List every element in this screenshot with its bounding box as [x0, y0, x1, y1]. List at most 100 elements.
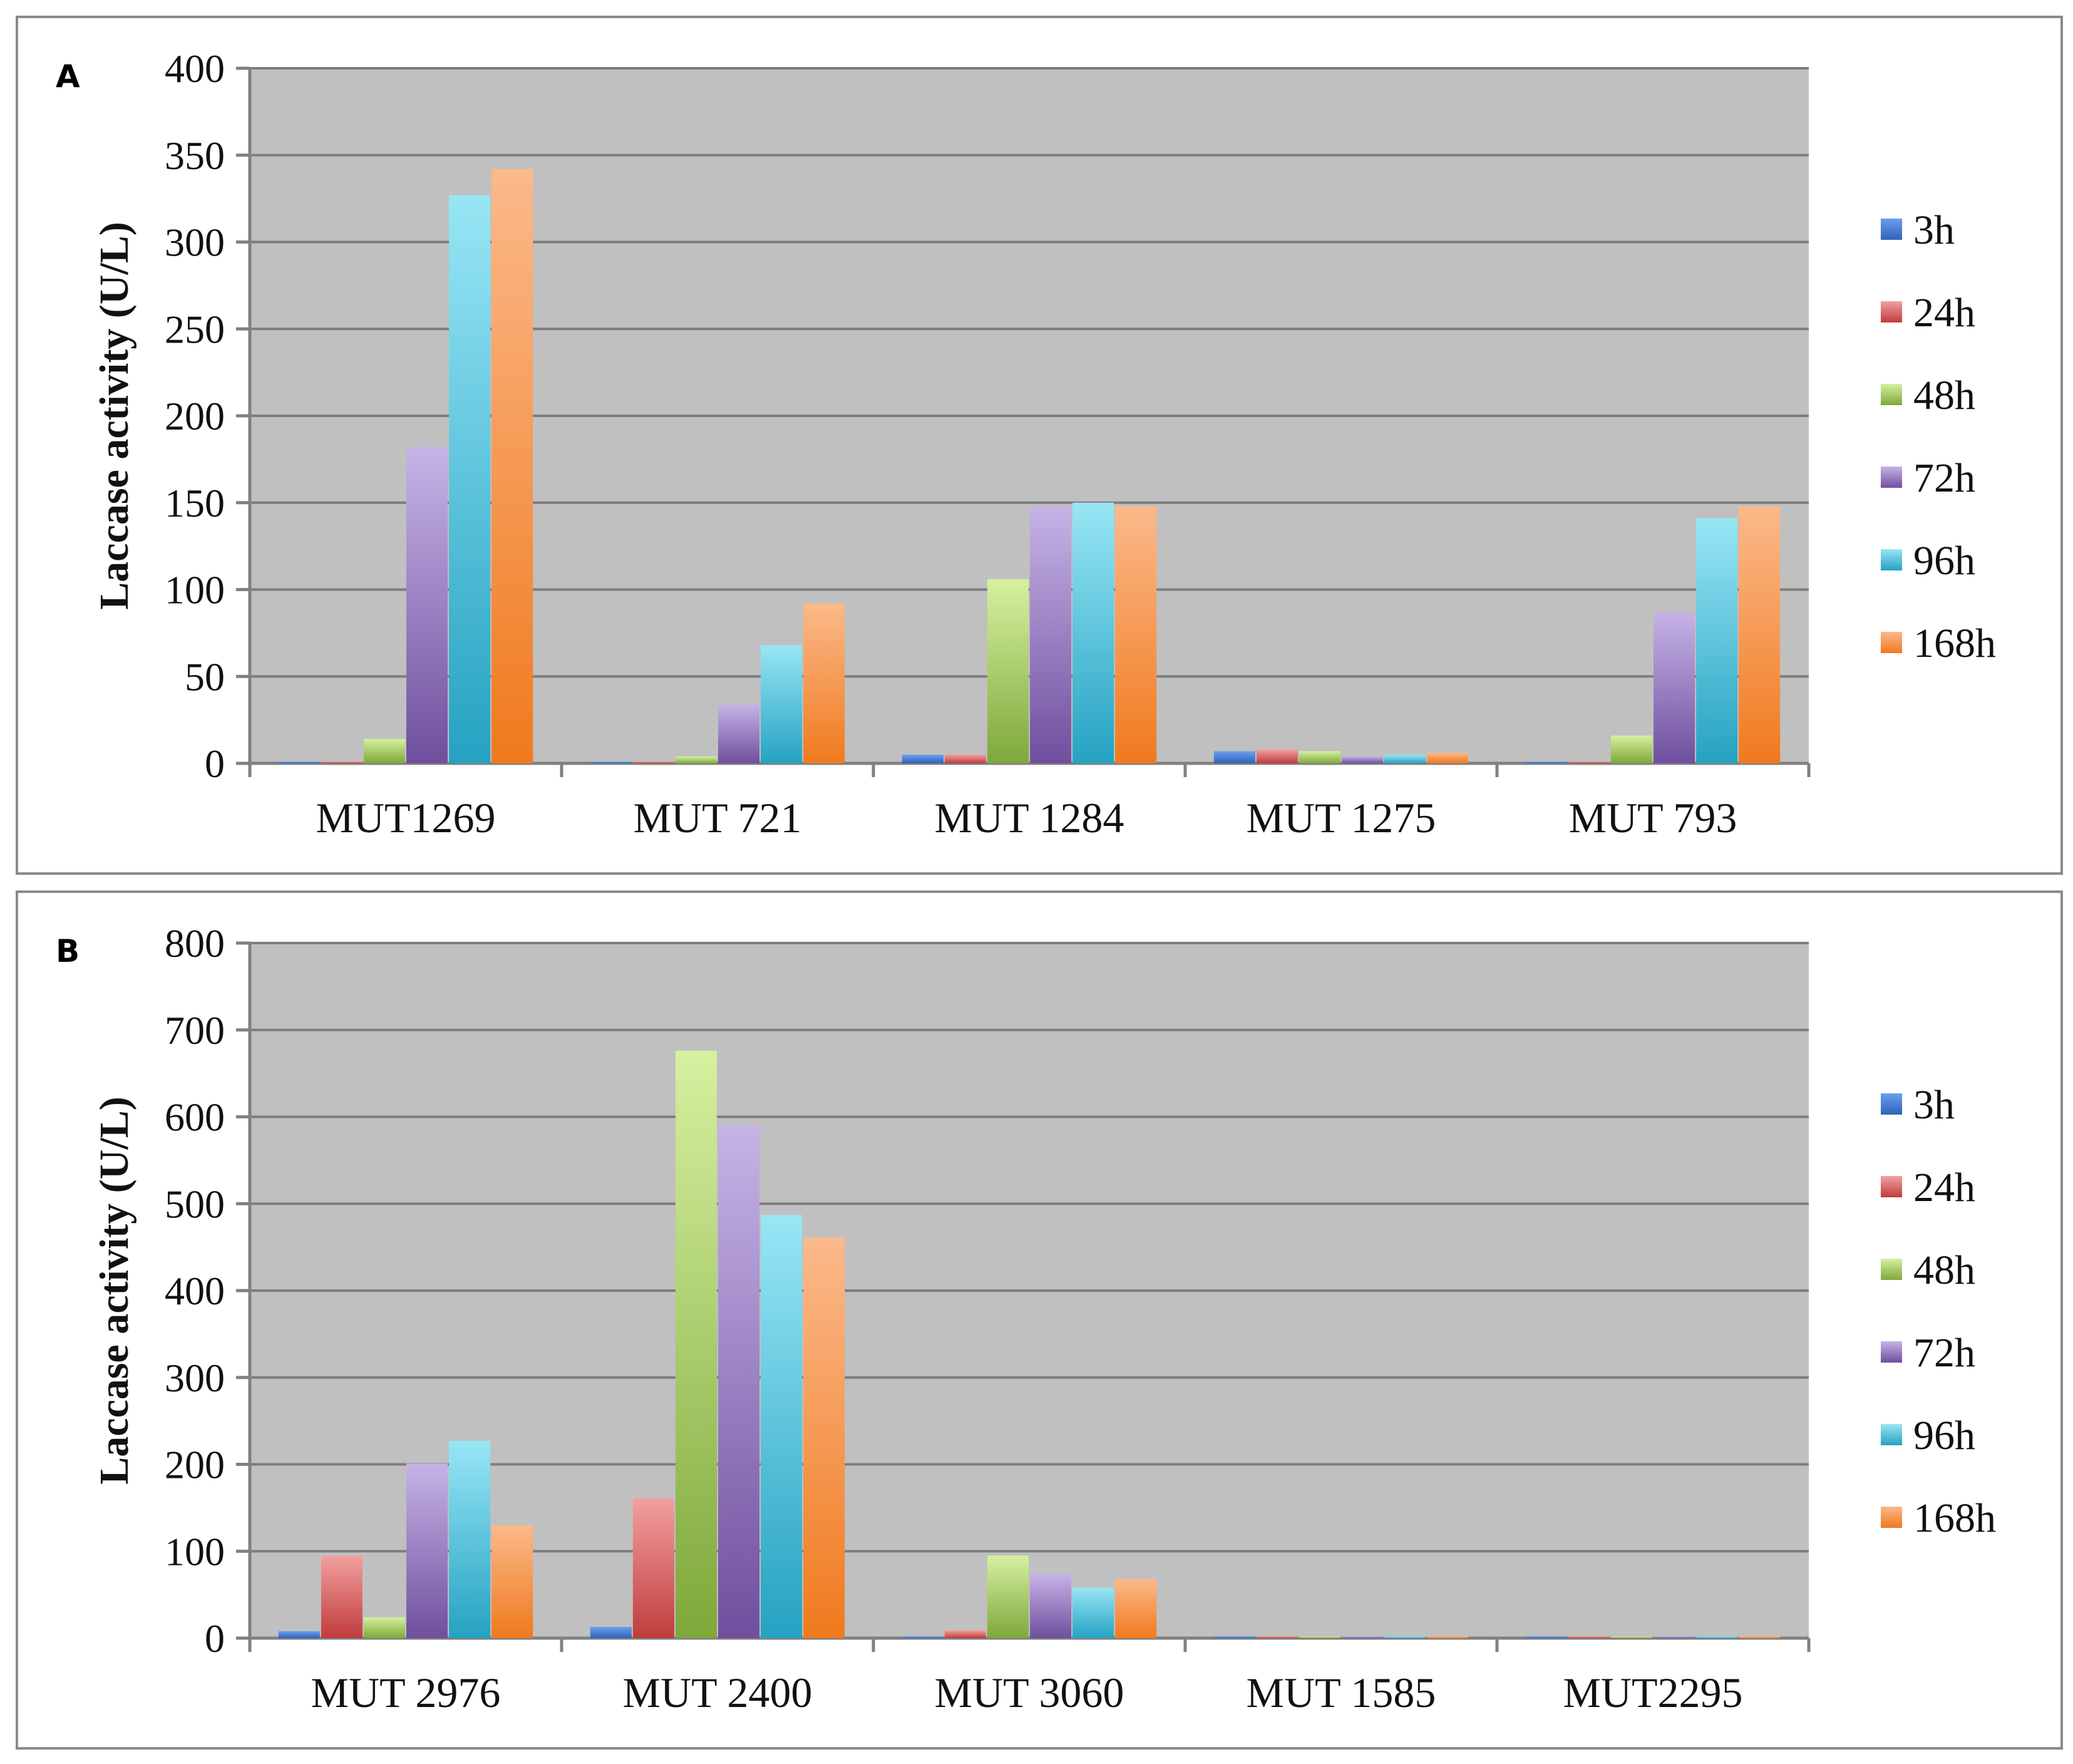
bar-96h-mut1284 [1073, 502, 1114, 763]
y-tick-label: 0 [205, 1616, 225, 1661]
x-category-label: MUT 721 [634, 794, 802, 842]
y-tick-label: 150 [165, 481, 225, 525]
chart-a-svg: 0 50 100 150 200 250 300 350 400 MUT1269 MUT 721 MU… [56, 46, 1996, 842]
bar-48h-mut2400 [675, 1051, 717, 1638]
legend-label-72h: 72h [1913, 455, 1975, 501]
y-tick-label: 300 [165, 1356, 225, 1400]
bar-72h-mut1275 [1342, 756, 1384, 763]
legend-swatch-48h [1881, 384, 1902, 405]
panel-letter: B [56, 933, 80, 969]
y-axis-title: Laccase activity (U/L) [91, 222, 137, 610]
legend-swatch-48h [1881, 1259, 1902, 1280]
bar-72h-mut1269 [406, 446, 448, 763]
y-tick-label: 350 [165, 133, 225, 178]
x-category-label: MUT 2976 [311, 1669, 501, 1716]
legend-label-168h: 168h [1913, 1495, 1996, 1541]
bar-3h-mut721 [590, 761, 632, 763]
bar-72h-mut793 [1654, 612, 1695, 763]
legend-swatch-24h [1881, 301, 1902, 322]
y-tick-label: 300 [165, 220, 225, 265]
legend-swatch-72h [1881, 467, 1902, 488]
bar-168h-mut3060 [1115, 1579, 1157, 1638]
bar-3h-mut2295 [1525, 1636, 1567, 1638]
legend-label-96h: 96h [1913, 538, 1975, 584]
legend-label-24h: 24h [1913, 290, 1975, 336]
y-tick-label: 200 [165, 1443, 225, 1487]
x-category-label: MUT 1284 [935, 794, 1124, 842]
bar-168h-mut2400 [803, 1237, 845, 1638]
legend-swatch-96h [1881, 1424, 1902, 1445]
x-category-label: MUT 793 [1569, 794, 1737, 842]
bar-3h-mut1284 [902, 755, 944, 763]
x-category-label: MUT 1585 [1247, 1669, 1436, 1716]
legend-swatch-72h [1881, 1341, 1902, 1363]
x-category-label: MUT 3060 [935, 1669, 1124, 1716]
bar-48h-mut1269 [363, 739, 405, 763]
bar-24h-mut721 [632, 761, 674, 763]
panel-letter: A [56, 58, 80, 95]
bar-96h-mut2400 [761, 1215, 803, 1638]
bar-72h-mut1284 [1030, 506, 1072, 763]
y-tick-label: 100 [165, 1529, 225, 1574]
bar-3h-mut1585 [1213, 1636, 1255, 1638]
legend-swatch-96h [1881, 549, 1902, 570]
legend-label-24h: 24h [1913, 1165, 1975, 1210]
bar-48h-mut1284 [987, 579, 1029, 763]
bar-168h-mut2295 [1739, 1636, 1781, 1638]
bar-72h-mut2976 [406, 1463, 448, 1638]
bar-96h-mut3060 [1073, 1587, 1114, 1638]
y-axis-title: Laccase activity (U/L) [91, 1096, 137, 1485]
y-tick-label: 600 [165, 1095, 225, 1140]
legend-swatch-3h [1881, 219, 1902, 240]
y-tick-label: 0 [205, 741, 225, 786]
bar-3h-mut2976 [278, 1631, 320, 1638]
bar-24h-mut3060 [944, 1630, 986, 1638]
bar-96h-mut1585 [1384, 1636, 1426, 1638]
bar-3h-mut1275 [1213, 751, 1255, 763]
y-tick-label: 250 [165, 307, 225, 351]
bar-24h-mut2295 [1568, 1636, 1610, 1638]
x-category-label: MUT2295 [1563, 1669, 1742, 1716]
bar-72h-mut3060 [1030, 1574, 1072, 1638]
bar-72h-mut2400 [718, 1125, 760, 1638]
y-tick-label: 400 [165, 46, 225, 91]
bar-96h-mut721 [761, 645, 803, 763]
bar-168h-mut1284 [1115, 506, 1157, 763]
legend-swatch-168h [1881, 1507, 1902, 1528]
bar-48h-mut721 [675, 756, 717, 763]
bar-168h-mut721 [803, 603, 845, 763]
bar-24h-mut1269 [321, 761, 363, 763]
legend-label-3h: 3h [1913, 1082, 1955, 1128]
bar-72h-mut721 [718, 704, 760, 763]
bar-168h-mut2976 [491, 1525, 533, 1638]
y-tick-label: 100 [165, 568, 225, 612]
legend-label-96h: 96h [1913, 1413, 1975, 1458]
bar-24h-mut2976 [321, 1555, 363, 1638]
legend-swatch-3h [1881, 1093, 1902, 1115]
legend-swatch-168h [1881, 632, 1902, 653]
bar-72h-mut2295 [1654, 1636, 1695, 1638]
bar-48h-mut3060 [987, 1555, 1029, 1638]
bar-48h-mut2976 [363, 1617, 405, 1638]
bar-96h-mut1275 [1384, 755, 1426, 763]
y-tick-label: 200 [165, 394, 225, 438]
bar-48h-mut1585 [1299, 1636, 1340, 1638]
bar-48h-mut793 [1610, 735, 1652, 763]
bar-24h-mut1284 [944, 755, 986, 763]
legend-label-48h: 48h [1913, 1247, 1975, 1293]
bar-24h-mut2400 [632, 1498, 674, 1638]
y-tick-label: 500 [165, 1182, 225, 1226]
chart-panel-b: 0 100 200 300 400 500 600 700 800 MUT 2976 MUT 240… [16, 890, 2063, 1750]
bar-24h-mut793 [1568, 761, 1610, 763]
legend-label-3h: 3h [1913, 207, 1955, 253]
bar-72h-mut1585 [1342, 1636, 1384, 1638]
y-tick-label: 50 [185, 654, 225, 699]
bar-24h-mut1585 [1256, 1636, 1298, 1638]
y-tick-label: 400 [165, 1269, 225, 1313]
legend-swatch-24h [1881, 1176, 1902, 1197]
legend-label-48h: 48h [1913, 373, 1975, 418]
x-category-label: MUT1269 [316, 794, 495, 842]
bar-96h-mut2295 [1696, 1636, 1738, 1638]
bar-168h-mut1275 [1427, 753, 1469, 763]
bar-96h-mut2976 [449, 1441, 491, 1638]
